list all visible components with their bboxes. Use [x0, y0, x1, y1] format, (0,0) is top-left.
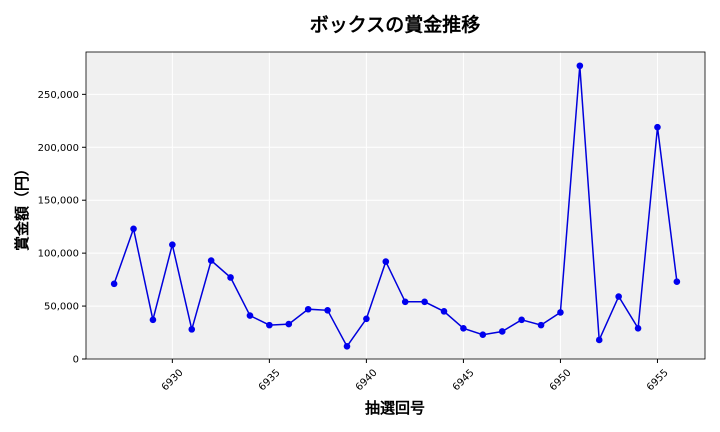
data-point [537, 321, 545, 329]
x-tick-label: 6945 [451, 367, 477, 393]
series-line [113, 65, 678, 348]
data-point [498, 328, 506, 335]
plot-frame [85, 51, 706, 360]
data-point [324, 307, 331, 314]
data-point [440, 308, 448, 315]
data-point [595, 336, 603, 344]
x-tick-label: 6935 [257, 367, 283, 393]
data-point [207, 257, 215, 264]
data-point [518, 316, 525, 324]
x-tick-label: 6940 [354, 367, 380, 393]
x-axis-label: 抽選回号 [365, 399, 425, 417]
x-tick-label: 6930 [160, 367, 186, 393]
data-point [343, 342, 351, 350]
data-point [654, 123, 661, 131]
data-point [382, 258, 390, 265]
data-point [246, 312, 254, 319]
x-axis: 6930 6935 6940 6945 6950 6955 [160, 359, 671, 393]
plot-area [86, 52, 705, 359]
data-point [363, 315, 370, 323]
gridlines [86, 52, 705, 360]
y-axis-label: 賞金額（円） [13, 161, 31, 251]
data-point [130, 225, 137, 233]
y-tick-label: 150,000 [38, 196, 79, 207]
y-tick-label: 250,000 [38, 90, 79, 101]
data-point [634, 325, 642, 332]
data-point [421, 298, 428, 306]
data-point [149, 316, 157, 324]
y-tick-label: 0 [73, 355, 79, 366]
y-axis: 0 50,000 100,000 150,000 200,000 250,000 [38, 90, 86, 366]
data-point [576, 62, 584, 70]
data-point [266, 321, 273, 329]
data-point [169, 241, 176, 248]
x-tick-label: 6955 [645, 367, 671, 393]
data-point [615, 293, 622, 300]
y-tick-label: 50,000 [44, 302, 79, 313]
data-point [401, 298, 409, 306]
data-point [110, 280, 118, 288]
data-point [479, 331, 487, 338]
chart-title: ボックスの賞金推移 [310, 13, 480, 36]
y-tick-label: 100,000 [38, 249, 79, 260]
data-point [227, 274, 234, 281]
data-point [188, 326, 196, 333]
data-point [460, 325, 467, 332]
data-point [304, 305, 312, 313]
series-group [110, 62, 681, 350]
data-point [673, 278, 681, 286]
x-tick-label: 6950 [548, 367, 574, 393]
data-point [557, 309, 564, 316]
y-tick-label: 200,000 [38, 143, 79, 154]
data-point [285, 320, 293, 328]
